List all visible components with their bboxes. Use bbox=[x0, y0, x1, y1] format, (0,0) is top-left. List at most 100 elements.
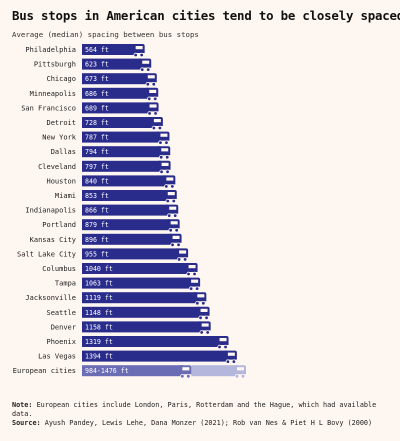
value-label: 794 ft bbox=[85, 148, 109, 156]
value-label: 1394 ft bbox=[85, 353, 113, 361]
bar bbox=[82, 73, 147, 85]
source-label: Source: bbox=[12, 419, 41, 427]
bar bbox=[82, 292, 197, 304]
range-bar-low bbox=[82, 365, 184, 377]
city-label: Chicago bbox=[46, 75, 76, 83]
city-label: San Francisco bbox=[21, 104, 76, 112]
city-label: Phoenix bbox=[46, 338, 76, 346]
value-label: 689 ft bbox=[85, 104, 109, 112]
city-label: Salt Lake City bbox=[17, 250, 76, 258]
city-label: Kansas City bbox=[30, 236, 76, 244]
value-label: 1063 ft bbox=[85, 280, 113, 288]
value-label: 728 ft bbox=[85, 119, 109, 127]
bus-icon bbox=[139, 58, 152, 72]
bus-icon bbox=[146, 102, 159, 116]
bar-chart: Philadelphia 564 ft Pittsburgh 623 ft Chicag… bbox=[13, 44, 246, 379]
bar bbox=[82, 263, 188, 274]
bar bbox=[82, 102, 149, 114]
source-text: Ayush Pandey, Lewis Lehe, Dana Monzer (2… bbox=[44, 419, 373, 427]
bar bbox=[82, 277, 191, 289]
value-label: 673 ft bbox=[85, 75, 109, 83]
note-label: Note: bbox=[12, 401, 33, 409]
chart-title: Bus stops in American cities tend to be … bbox=[12, 8, 400, 23]
value-label: 787 ft bbox=[85, 134, 109, 142]
bar bbox=[82, 350, 227, 362]
range-bar-high bbox=[191, 365, 238, 377]
city-label: Houston bbox=[46, 177, 76, 185]
city-label: Seattle bbox=[46, 309, 76, 317]
bar bbox=[82, 306, 200, 318]
bus-icon bbox=[194, 292, 207, 306]
city-label: Tampa bbox=[55, 280, 76, 288]
bus-icon bbox=[176, 248, 189, 262]
bar bbox=[82, 160, 161, 172]
city-label: Columbus bbox=[42, 265, 76, 273]
bar bbox=[82, 58, 142, 70]
value-label: 879 ft bbox=[85, 221, 109, 229]
value-label: 623 ft bbox=[85, 61, 109, 69]
bar bbox=[82, 219, 170, 231]
bus-icon bbox=[167, 219, 180, 233]
bus-icon bbox=[179, 365, 192, 379]
bus-icon bbox=[163, 175, 176, 189]
bar bbox=[82, 204, 169, 216]
bus-icon bbox=[185, 263, 198, 277]
value-label: 797 ft bbox=[85, 163, 109, 171]
value-label: 866 ft bbox=[85, 207, 109, 215]
bus-icon bbox=[197, 306, 210, 320]
footnote: Note: European cities include London, Pa… bbox=[12, 401, 392, 428]
city-label: Las Vegas bbox=[38, 353, 76, 361]
city-label: Indianapolis bbox=[25, 207, 76, 215]
value-label: 1319 ft bbox=[85, 338, 113, 346]
value-label: 840 ft bbox=[85, 177, 109, 185]
value-label: 564 ft bbox=[85, 46, 109, 54]
bus-icon bbox=[224, 350, 237, 364]
bar bbox=[82, 233, 172, 245]
bus-icon bbox=[132, 44, 145, 58]
bar bbox=[82, 87, 149, 99]
bus-icon bbox=[146, 87, 159, 101]
bar bbox=[82, 146, 161, 158]
city-label: Miami bbox=[55, 192, 76, 200]
bar bbox=[82, 321, 201, 333]
bus-icon bbox=[198, 321, 211, 335]
bus-icon bbox=[150, 117, 163, 131]
value-label: 1158 ft bbox=[85, 323, 113, 331]
bar bbox=[82, 190, 167, 201]
city-label: Dallas bbox=[51, 148, 76, 156]
bus-icon bbox=[157, 131, 170, 145]
city-label: Pittsburgh bbox=[34, 61, 76, 69]
value-label: 984-1476 ft bbox=[85, 367, 129, 375]
value-label: 1040 ft bbox=[85, 265, 113, 273]
city-label: Cleveland bbox=[38, 163, 76, 171]
bar bbox=[82, 248, 179, 260]
note-text: European cities include London, Paris, R… bbox=[12, 401, 377, 418]
chart-subtitle: Average (median) spacing between bus sto… bbox=[12, 30, 199, 39]
city-label: Jacksonville bbox=[25, 294, 76, 302]
city-label: Portland bbox=[42, 221, 76, 229]
value-label: 896 ft bbox=[85, 236, 109, 244]
bar bbox=[82, 336, 219, 347]
bus-icon bbox=[188, 277, 201, 291]
bus-icon bbox=[164, 190, 177, 204]
value-label: 955 ft bbox=[85, 250, 109, 258]
value-label: 1148 ft bbox=[85, 309, 113, 317]
value-label: 686 ft bbox=[85, 90, 109, 98]
city-label: Denver bbox=[51, 323, 76, 331]
city-label: Minneapolis bbox=[30, 90, 76, 98]
bus-icon bbox=[169, 233, 182, 247]
bus-icon bbox=[166, 204, 179, 218]
city-label: New York bbox=[42, 134, 77, 142]
bus-icon bbox=[216, 336, 229, 350]
city-label: Detroit bbox=[46, 119, 76, 127]
bus-icon bbox=[158, 160, 171, 174]
bar bbox=[82, 117, 153, 128]
value-label: 1119 ft bbox=[85, 294, 113, 302]
bar bbox=[82, 44, 135, 55]
bar bbox=[82, 175, 166, 187]
bus-icon bbox=[158, 146, 171, 160]
bus-icon bbox=[144, 73, 157, 87]
city-label: European cities bbox=[13, 367, 76, 375]
bar bbox=[82, 131, 160, 143]
city-label: Philadelphia bbox=[25, 46, 76, 54]
